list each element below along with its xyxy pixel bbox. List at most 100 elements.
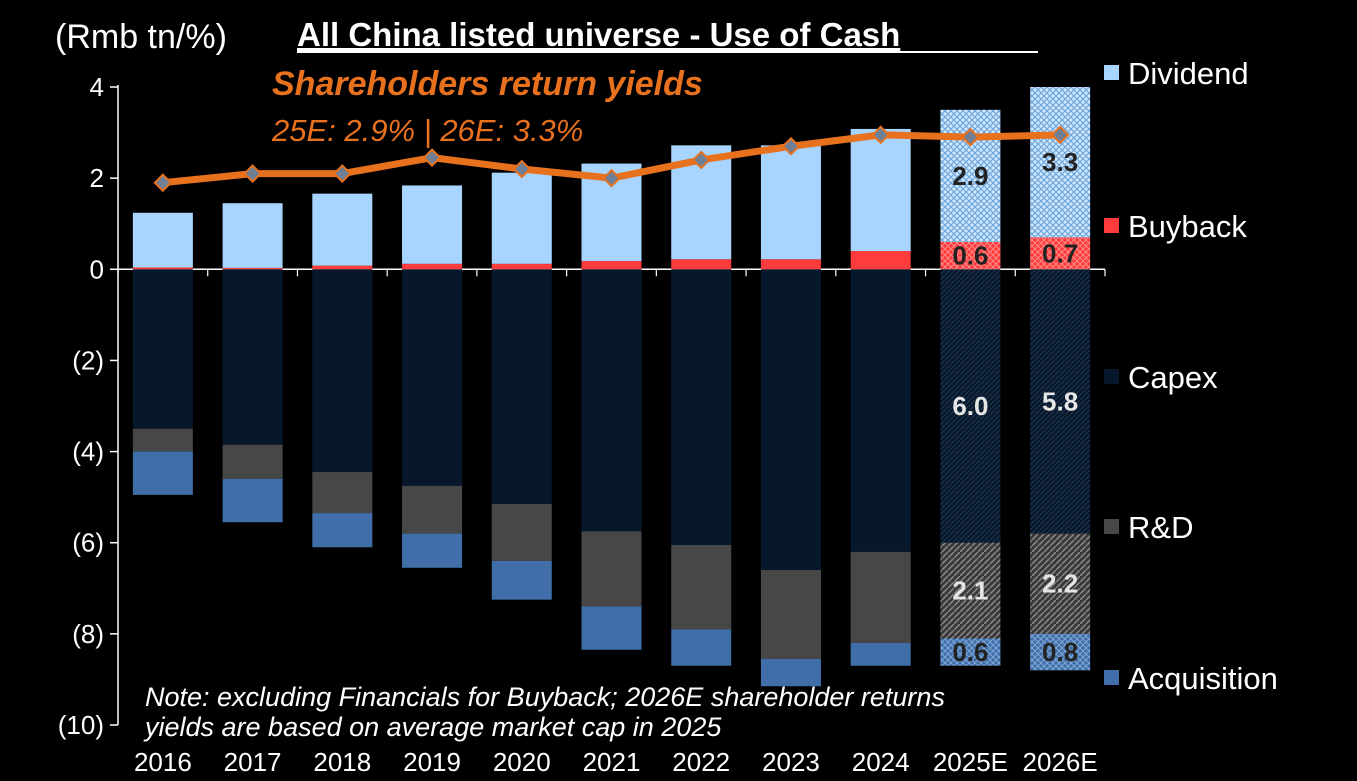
data-label-acquisition: 0.8 [1042,637,1078,667]
bar-acquisition-2026e [1030,633,1091,671]
x-tick-label: 2019 [403,747,461,777]
chart-subtitle: Shareholders return yields [272,65,703,103]
x-tick-label: 2026E [1023,747,1098,777]
bar-capex-2021 [581,269,642,532]
legend-swatch-dividend [1104,65,1119,80]
legend-label-dividend: Dividend [1128,56,1249,91]
bar-r-d-2017 [222,444,283,479]
bar-r-d-2026e [1030,533,1091,634]
bar-r-d-2024 [850,551,911,643]
x-tick-label: 2016 [134,747,192,777]
yield-line [153,125,1070,193]
x-tick-label: 2022 [672,747,730,777]
bar-r-d-2018 [312,472,373,514]
y-tick-label: (6) [72,528,104,558]
y-tick-label: 4 [90,72,104,102]
bar-r-d-2020 [491,503,552,561]
bar-acquisition-2018 [312,513,373,548]
bar-acquisition-2020 [491,560,552,600]
bar-dividend-2023 [760,145,821,260]
bar-acquisition-2017 [222,478,283,523]
bar-buyback-2018 [312,265,373,270]
legend-swatch-r-d [1104,519,1119,534]
legend: Dividend Buyback Capex R&D Acquisition [1104,56,1278,696]
yield-point-2021 [602,168,621,188]
data-label-capex: 6.0 [952,391,988,421]
x-tick-label: 2025E [933,747,1008,777]
bar-buyback-2016 [132,267,193,270]
yield-point-2018 [332,164,352,183]
x-tick-label: 2018 [313,747,371,777]
y-tick-label: (10) [58,710,104,740]
note-line-2: yields are based on average market cap i… [143,712,722,742]
bar-buyback-2024 [850,251,911,270]
yield-point-2020 [512,159,532,179]
y-tick-label: (8) [72,619,104,649]
data-label-r-d: 2.2 [1042,569,1078,599]
bar-capex-2022 [671,269,732,545]
bar-buyback-2017 [222,267,283,270]
bar-dividend-2026e [1030,87,1091,238]
legend-swatch-acquisition [1104,670,1119,685]
bar-acquisition-2025e [940,638,1001,666]
note-line-1: Note: excluding Financials for Buyback; … [145,682,945,712]
yield-point-2019 [422,148,442,168]
bar-r-d-2025e [940,542,1001,639]
legend-label-capex: Capex [1128,360,1218,395]
y-tick-label: (2) [72,345,104,375]
chart-subtitle-values: 25E: 2.9% | 26E: 3.3% [271,113,583,148]
yield-point-2017 [243,164,263,183]
unit-label: (Rmb tn/%) [55,18,227,56]
bar-capex-2026e [1030,269,1091,534]
bar-buyback-2026e [1030,237,1091,270]
bar-dividend-2024 [850,128,911,252]
y-tick-label: (4) [72,437,104,467]
bar-capex-2023 [760,269,821,571]
legend-label-buyback: Buyback [1128,209,1247,244]
bar-acquisition-2022 [671,629,732,666]
yield-point-2022 [691,150,711,170]
bar-dividend-2019 [402,185,463,264]
bar-r-d-2019 [402,485,463,534]
x-tick-label: 2021 [583,747,641,777]
bar-dividend-2016 [132,212,193,268]
yield-point-2016 [153,173,173,193]
data-label-r-d: 2.1 [952,576,988,606]
yield-point-2026e [1050,125,1070,145]
bar-buyback-2022 [671,259,732,270]
data-label-acquisition: 0.6 [952,637,988,667]
bar-capex-2020 [491,269,552,504]
yield-point-2023 [781,136,801,156]
bar-r-d-2016 [132,428,193,452]
bar-buyback-2025e [940,241,1001,270]
bar-buyback-2023 [760,259,821,270]
x-tick-label: 2017 [224,747,282,777]
legend-label-acquisition: Acquisition [1128,661,1278,696]
bar-acquisition-2021 [581,606,642,650]
bar-capex-2016 [132,269,193,429]
bar-acquisition-2024 [850,642,911,666]
bar-capex-2024 [850,269,911,552]
data-label-buyback: 0.7 [1042,238,1078,268]
bar-r-d-2022 [671,544,732,630]
bar-acquisition-2019 [402,533,463,568]
bar-dividend-2017 [222,203,283,268]
y-tick-label: 2 [90,163,104,193]
bar-acquisition-2023 [760,658,821,687]
chart-title: All China listed universe - Use of Cash [297,16,900,53]
bar-buyback-2020 [491,263,552,270]
bar-r-d-2023 [760,570,821,659]
yield-point-2025e [960,127,980,147]
bar-dividend-2020 [491,172,552,264]
x-tick-label: 2020 [493,747,551,777]
bar-capex-2017 [222,269,283,445]
bar-capex-2019 [402,269,463,486]
bar-capex-2018 [312,269,373,473]
y-tick-label: 0 [90,254,104,284]
legend-swatch-buyback [1104,218,1119,233]
x-tick-label: 2024 [852,747,910,777]
x-tick-label: 2023 [762,747,820,777]
bar-dividend-2018 [312,193,373,266]
legend-swatch-capex [1104,369,1119,384]
